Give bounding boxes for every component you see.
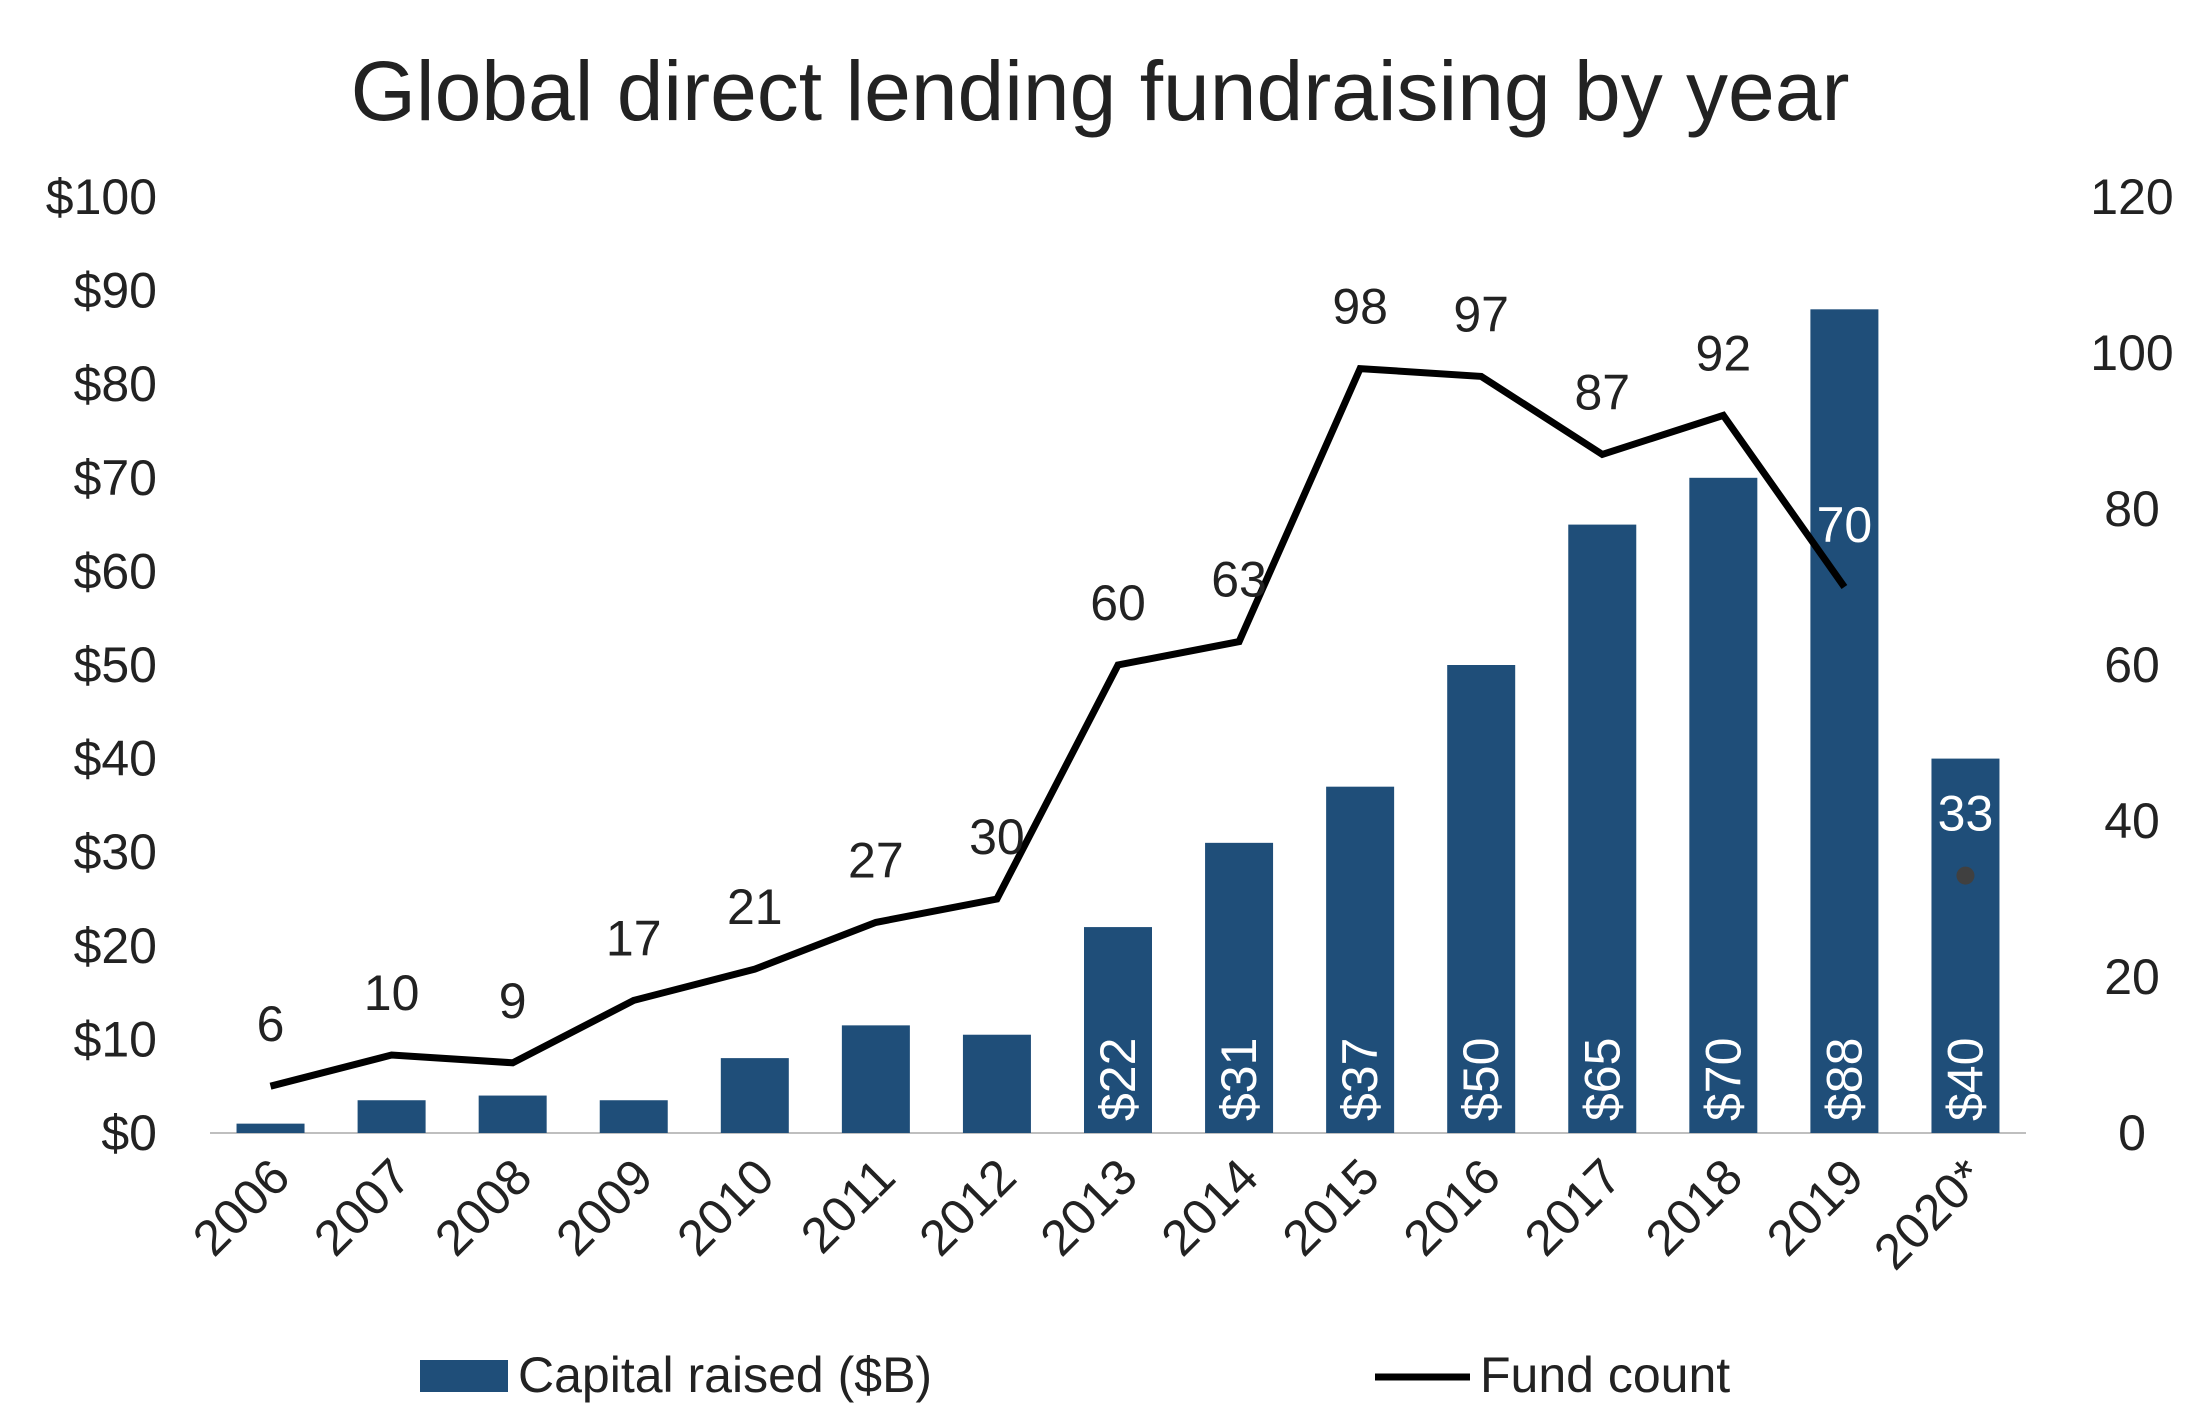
bar-capital-raised	[1205, 842, 1274, 1133]
x-axis-tick-label: 2012	[908, 1148, 1026, 1266]
line-data-label: 10	[364, 965, 420, 1021]
line-series	[269, 364, 1975, 1090]
left-axis-tick-label: $80	[74, 356, 157, 412]
right-axis-tick-label: 100	[2090, 325, 2173, 381]
left-axis-tick-label: $40	[74, 731, 157, 787]
bar-capital-raised	[357, 1100, 426, 1133]
bar-data-label: $50	[1453, 1038, 1509, 1121]
bar-capital-raised	[236, 1123, 305, 1133]
left-axis-tick-label: $0	[101, 1105, 157, 1161]
line-data-label: 17	[606, 910, 662, 966]
bar-capital-raised	[1447, 665, 1516, 1133]
right-axis-tick-label: 80	[2104, 481, 2160, 537]
line-data-label: 21	[727, 879, 783, 935]
right-axis-tick-label: 0	[2118, 1105, 2146, 1161]
x-axis-tick-label: 2014	[1151, 1148, 1269, 1266]
x-axis-tick-label: 2017	[1514, 1148, 1632, 1266]
legend: Capital raised ($B) Fund count	[420, 1347, 1730, 1403]
bar-capital-raised	[1326, 786, 1395, 1133]
right-axis-tick-labels: 0 20 40 60 80 100 120	[2090, 169, 2173, 1161]
line-data-label: 92	[1696, 325, 1752, 381]
line-data-label: 97	[1453, 286, 1509, 342]
x-axis-tick-labels: 2006 2007 2008 2009 2010 2011 2012 2013 2014 2015…	[182, 1148, 1995, 1280]
bar-capital-raised	[720, 1058, 789, 1133]
bar-data-label: $70	[1695, 1038, 1751, 1121]
left-axis-tick-label: $20	[74, 918, 157, 974]
bar-capital-raised	[1931, 758, 2000, 1133]
right-axis-tick-label: 20	[2104, 949, 2160, 1005]
line-data-labels: 6 10 9 17 21 27 30 60 63 98 97 87 92 70 33	[257, 279, 1994, 1053]
bar-data-label: $88	[1816, 1038, 1872, 1121]
fund-count-marker	[1956, 866, 1975, 885]
line-data-label: 9	[499, 973, 527, 1029]
line-data-label: 30	[969, 809, 1025, 865]
fund-count-line	[269, 364, 1848, 1090]
bar-data-label: $22	[1090, 1038, 1146, 1121]
left-axis-tick-label: $70	[74, 450, 157, 506]
bar-capital-raised	[478, 1095, 547, 1133]
line-data-label: 98	[1332, 279, 1388, 335]
x-axis-tick-label: 2011	[790, 1148, 906, 1264]
line-data-label: 60	[1090, 575, 1146, 631]
legend-label-capital-raised: Capital raised ($B)	[518, 1347, 932, 1403]
chart-title: Global direct lending fundraising by yea…	[351, 44, 1850, 138]
bar-capital-raised	[1810, 309, 1879, 1133]
x-axis-tick-label: 2015	[1272, 1148, 1390, 1266]
x-axis-tick-label: 2009	[545, 1148, 663, 1266]
left-axis-tick-label: $30	[74, 824, 157, 880]
x-axis-tick-label: 2008	[424, 1148, 542, 1266]
bar-capital-raised	[841, 1025, 910, 1133]
x-axis-tick-label: 2010	[666, 1148, 784, 1266]
left-axis-tick-labels: $0 $10 $20 $30 $40 $50 $60 $70 $80 $90 $100	[46, 169, 157, 1161]
bar-capital-raised	[599, 1100, 668, 1133]
legend-label-fund-count: Fund count	[1480, 1347, 1730, 1403]
left-axis-tick-label: $10	[74, 1011, 157, 1067]
x-axis-tick-label: 2013	[1030, 1148, 1148, 1266]
x-axis-tick-label: 2019	[1756, 1148, 1874, 1266]
bar-series	[236, 309, 2000, 1133]
bar-data-label: $40	[1937, 1038, 1993, 1121]
bar-data-label: $37	[1332, 1038, 1388, 1121]
bar-data-label: $31	[1211, 1038, 1267, 1121]
line-data-label: 87	[1574, 364, 1630, 420]
left-axis-tick-label: $50	[74, 637, 157, 693]
bar-capital-raised	[962, 1034, 1031, 1133]
bar-data-label: $65	[1574, 1038, 1630, 1121]
bar-capital-raised	[1084, 927, 1152, 1133]
bar-capital-raised	[1568, 524, 1637, 1133]
left-axis-tick-label: $100	[46, 169, 157, 225]
line-data-label: 63	[1211, 552, 1267, 608]
bar-data-labels: $22 $31 $37 $50 $65 $70 $88 $40	[1090, 1038, 1993, 1121]
left-axis-tick-label: $60	[74, 543, 157, 599]
line-data-label: 6	[257, 996, 285, 1052]
x-axis-tick-label: 2020*	[1863, 1148, 1995, 1280]
right-axis-tick-label: 40	[2104, 793, 2160, 849]
right-axis-tick-label: 120	[2090, 169, 2173, 225]
left-axis-tick-label: $90	[74, 263, 157, 319]
legend-swatch-capital-raised	[420, 1360, 508, 1392]
line-data-label: 27	[848, 832, 904, 888]
line-data-label: 70	[1817, 497, 1873, 553]
x-axis-tick-label: 2007	[303, 1148, 421, 1266]
bar-capital-raised	[1689, 477, 1758, 1133]
x-axis-tick-label: 2006	[182, 1148, 300, 1266]
x-axis-tick-label: 2016	[1393, 1148, 1511, 1266]
x-axis-tick-label: 2018	[1635, 1148, 1753, 1266]
right-axis-tick-label: 60	[2104, 637, 2160, 693]
line-data-label: 33	[1938, 786, 1994, 842]
